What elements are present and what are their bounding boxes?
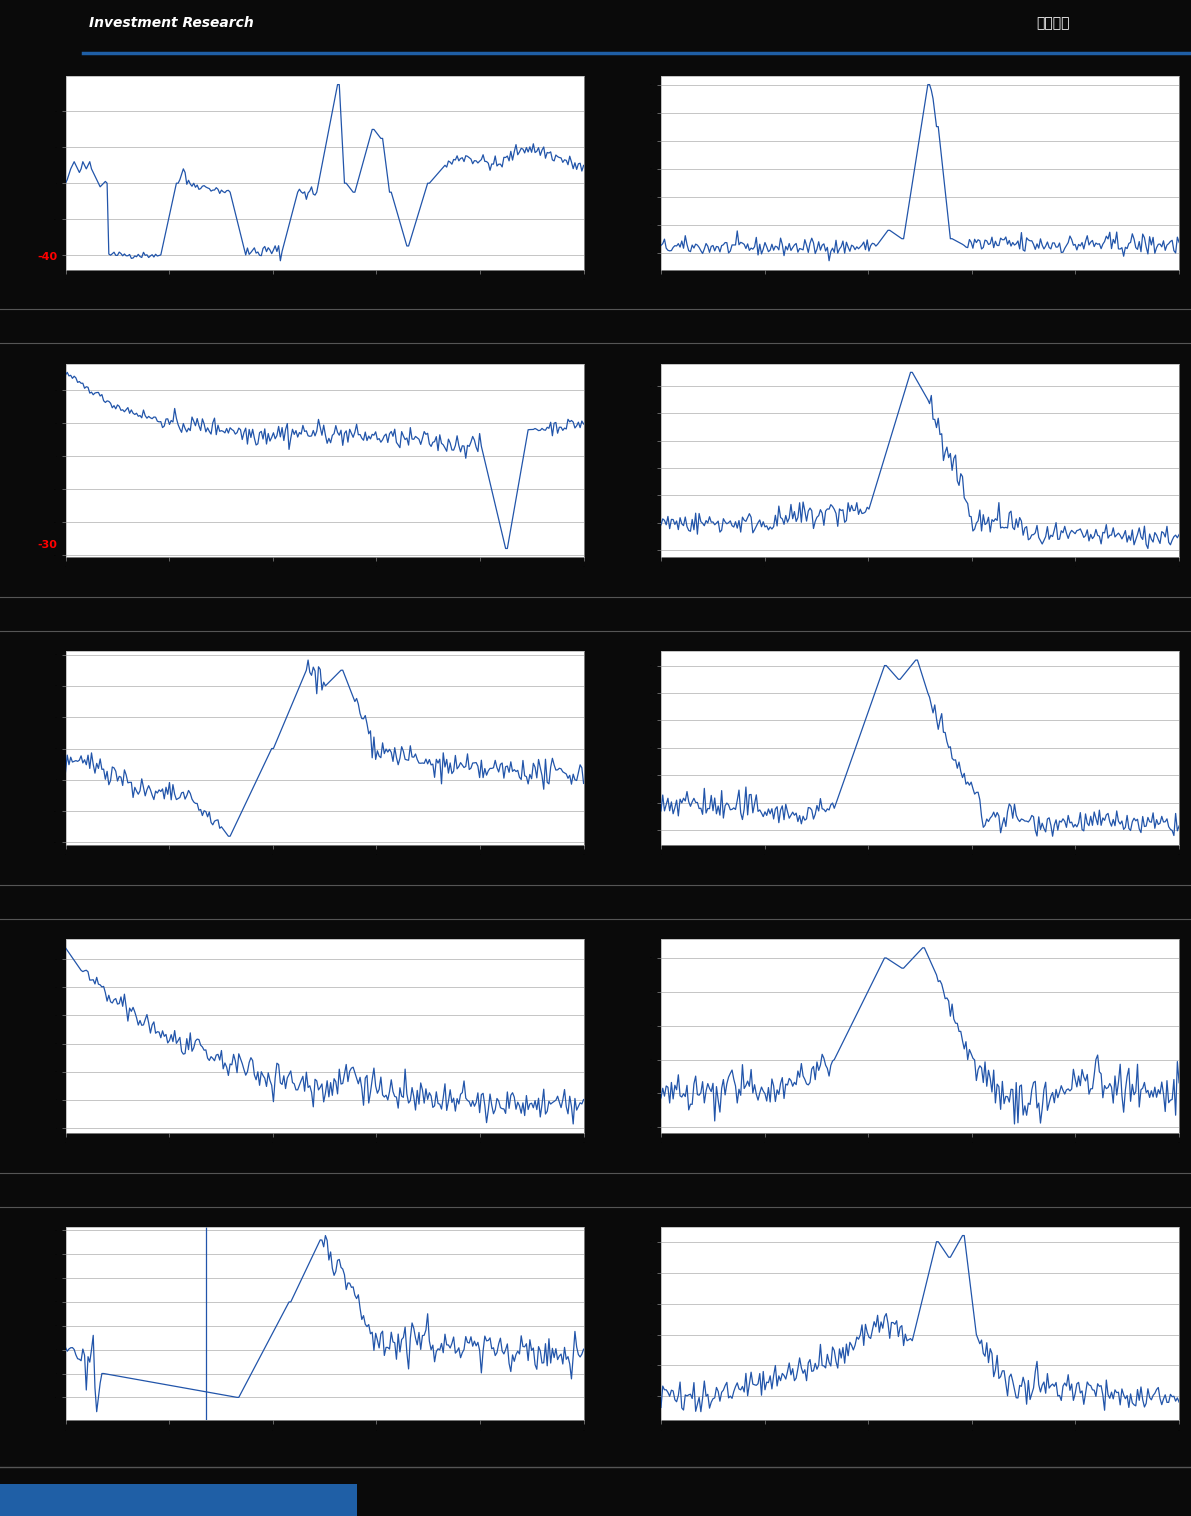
Text: -30: -30 <box>37 540 57 550</box>
Text: Investment Research: Investment Research <box>89 17 254 30</box>
Bar <box>0 1484 357 1516</box>
Text: 估値周报: 估値周报 <box>1036 17 1070 30</box>
Text: -40: -40 <box>37 252 57 262</box>
